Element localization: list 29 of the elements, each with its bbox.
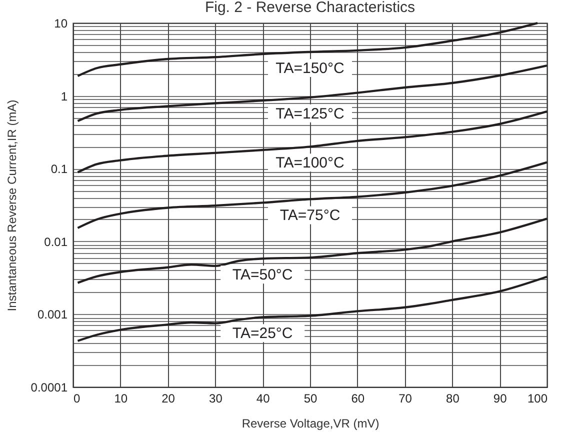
y-tick-label: 10 bbox=[54, 16, 68, 30]
series-label: TA=150°C bbox=[276, 60, 345, 77]
x-tick-label: 60 bbox=[351, 392, 365, 406]
series-label: TA=100°C bbox=[276, 154, 345, 172]
y-tick-label: 0.01 bbox=[44, 234, 68, 249]
chart-title: Fig. 2 - Reverse Characteristics bbox=[204, 0, 416, 16]
x-tick-label: 10 bbox=[114, 392, 128, 406]
x-tick-label: 0 bbox=[74, 392, 80, 406]
x-tick-label: 80 bbox=[446, 392, 460, 406]
y-tick-label: 0.1 bbox=[50, 162, 68, 176]
x-tick-label: 90 bbox=[493, 392, 508, 406]
line-series bbox=[76, 64, 548, 122]
x-tick-label: 100 bbox=[527, 392, 548, 406]
x-tick-label: 40 bbox=[256, 392, 270, 406]
y-tick-label: 0.0001 bbox=[30, 380, 68, 394]
line-series bbox=[76, 110, 548, 174]
x-tick-label: 70 bbox=[398, 392, 412, 406]
y-tick-label: 0.001 bbox=[37, 308, 68, 322]
y-tick-label: 1 bbox=[60, 89, 68, 104]
x-tick-label: 20 bbox=[162, 392, 176, 406]
x-tick-label: 50 bbox=[304, 392, 318, 406]
x-axis-title: Reverse Voltage,VR (mV) bbox=[242, 416, 380, 430]
line-series bbox=[76, 22, 539, 78]
y-axis-title: Instantaneous Reverse Current,IR (mA) bbox=[4, 100, 19, 312]
series-label: TA=50°C bbox=[232, 266, 293, 284]
series-label: TA=125°C bbox=[276, 105, 345, 122]
series-label: TA=75°C bbox=[280, 207, 340, 224]
series-label: TA=25°C bbox=[232, 325, 293, 342]
x-tick-label: 30 bbox=[209, 392, 223, 406]
